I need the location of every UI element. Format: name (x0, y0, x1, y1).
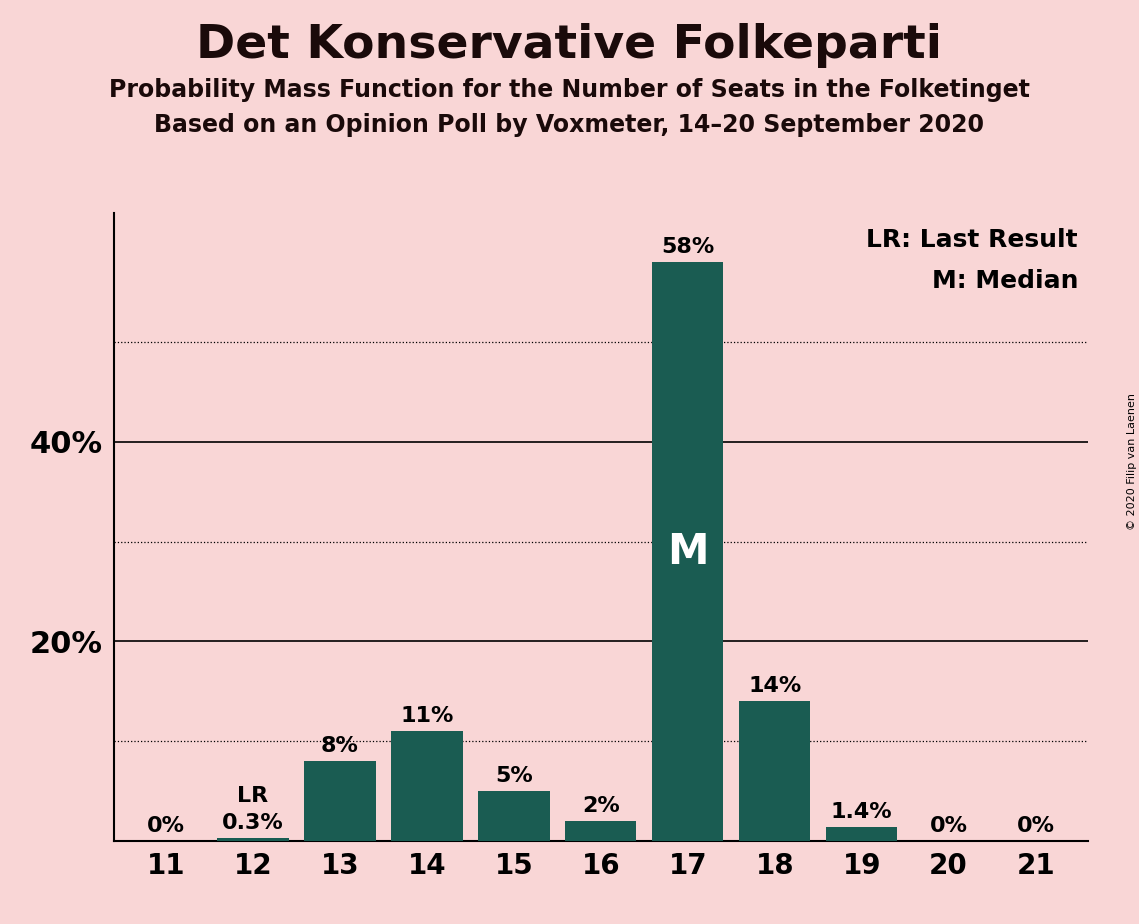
Bar (478, 791, 549, 841)
Text: 1.4%: 1.4% (830, 802, 893, 821)
Text: 58%: 58% (661, 237, 714, 258)
Text: Det Konservative Folkeparti: Det Konservative Folkeparti (197, 23, 942, 68)
Text: 11%: 11% (400, 706, 453, 726)
Text: 14%: 14% (748, 676, 802, 696)
Bar (739, 701, 810, 841)
Bar (392, 731, 462, 841)
Bar (826, 827, 898, 841)
Text: 0%: 0% (147, 816, 185, 836)
Text: Based on an Opinion Poll by Voxmeter, 14–20 September 2020: Based on an Opinion Poll by Voxmeter, 14… (155, 113, 984, 137)
Text: 0.3%: 0.3% (222, 813, 284, 833)
Text: 0%: 0% (1017, 816, 1055, 836)
Text: 8%: 8% (321, 736, 359, 756)
Text: © 2020 Filip van Laenen: © 2020 Filip van Laenen (1126, 394, 1137, 530)
Bar (218, 838, 288, 841)
Bar (304, 761, 376, 841)
Text: 5%: 5% (495, 766, 533, 786)
Text: LR: LR (237, 786, 269, 806)
Text: M: Median: M: Median (932, 269, 1077, 293)
Text: 0%: 0% (929, 816, 968, 836)
Text: M: M (667, 530, 708, 573)
Bar (565, 821, 637, 841)
Bar (653, 262, 723, 841)
Text: Probability Mass Function for the Number of Seats in the Folketinget: Probability Mass Function for the Number… (109, 78, 1030, 102)
Text: 2%: 2% (582, 796, 620, 816)
Text: LR: Last Result: LR: Last Result (867, 228, 1077, 252)
